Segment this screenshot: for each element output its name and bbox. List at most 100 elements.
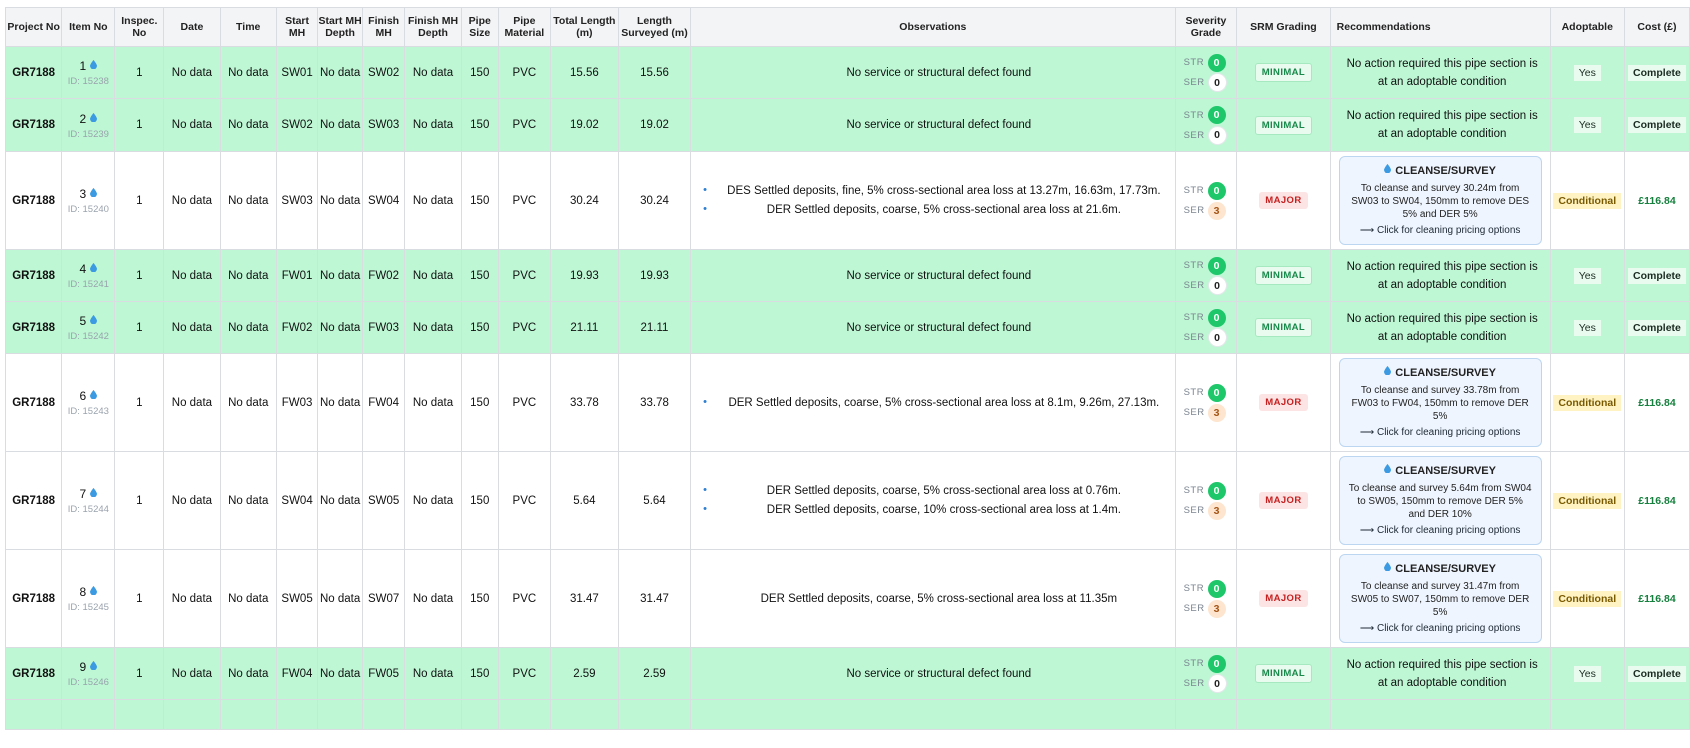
header-observations[interactable]: Observations bbox=[690, 7, 1176, 47]
cleaning-pricing-link[interactable]: ⟶ Click for cleaning pricing options bbox=[1359, 525, 1521, 536]
cleanse-survey-card[interactable]: CLEANSE/SURVEY To cleanse and survey 30.2… bbox=[1338, 156, 1542, 245]
cleaning-pricing-link[interactable]: ⟶ Click for cleaning pricing options bbox=[1359, 623, 1521, 634]
project-no: GR7188 bbox=[12, 66, 56, 79]
partial-cell bbox=[275, 699, 319, 730]
item-no-cell[interactable]: 9 ID: 15246 bbox=[61, 647, 116, 700]
header-total-length[interactable]: Total Length (m) bbox=[549, 7, 619, 47]
header-finish-mh-depth[interactable]: Finish MH Depth bbox=[404, 7, 462, 47]
table-row[interactable]: GR7188 4 ID: 15241 1 No data No data FW01 No da… bbox=[4, 249, 1690, 302]
pipe-material: PVC bbox=[512, 269, 537, 282]
observation-text: No service or structural defect found bbox=[846, 667, 1032, 680]
srm-grading-badge: MAJOR bbox=[1259, 590, 1308, 607]
observation-item: DER Settled deposits, coarse, 10% cross-… bbox=[703, 503, 1174, 516]
ser-grade-badge: 0 bbox=[1207, 125, 1227, 145]
cost-value: £116.84 bbox=[1638, 194, 1676, 207]
table-row[interactable]: GR7188 6 ID: 15243 1 No data No data FW03 No da… bbox=[4, 353, 1690, 452]
water-drop-icon bbox=[1384, 562, 1392, 572]
item-no-cell[interactable]: 3 ID: 15240 bbox=[61, 151, 116, 250]
cleaning-pricing-link[interactable]: ⟶ Click for cleaning pricing options bbox=[1359, 427, 1521, 438]
length-surveyed: 15.56 bbox=[640, 66, 669, 79]
project-no: GR7188 bbox=[12, 321, 56, 334]
header-adoptable[interactable]: Adoptable bbox=[1549, 7, 1625, 47]
finish-mh-cell: SW07 bbox=[361, 549, 406, 648]
table-row[interactable]: GR7188 7 ID: 15244 1 No data No data SW04 No da… bbox=[4, 451, 1690, 550]
table-row[interactable]: GR7188 3 ID: 15240 1 No data No data SW03 No da… bbox=[4, 151, 1690, 250]
total-length: 21.11 bbox=[570, 321, 599, 334]
header-date[interactable]: Date bbox=[163, 7, 221, 47]
header-pipe-material[interactable]: Pipe Material bbox=[497, 7, 551, 47]
project-no: GR7188 bbox=[12, 194, 56, 207]
cleaning-pricing-link[interactable]: ⟶ Click for cleaning pricing options bbox=[1359, 225, 1521, 236]
item-no-cell[interactable]: 2 ID: 15239 bbox=[61, 98, 116, 152]
total-length: 33.78 bbox=[569, 396, 599, 409]
cleanse-survey-card[interactable]: CLEANSE/SURVEY To cleanse and survey 5.64… bbox=[1338, 456, 1542, 545]
ser-grade-badge: 0 bbox=[1207, 276, 1227, 295]
start-mh-cell: SW02 bbox=[275, 98, 319, 152]
observation-text: No service or structural defect found bbox=[846, 321, 1032, 334]
item-id: ID: 15243 bbox=[67, 406, 109, 417]
inspec-no: 1 bbox=[136, 321, 143, 334]
srm-grading-badge: MINIMAL bbox=[1254, 63, 1313, 82]
inspec-no: 1 bbox=[136, 66, 143, 79]
finish-mh-cell: FW02 bbox=[361, 249, 406, 302]
cleanse-survey-card[interactable]: CLEANSE/SURVEY To cleanse and survey 33.7… bbox=[1338, 358, 1542, 447]
header-start-mh[interactable]: Start MH bbox=[275, 7, 319, 47]
ser-label: SER bbox=[1183, 205, 1205, 216]
finish-mh: SW02 bbox=[367, 66, 400, 79]
ser-grade-badge: 0 bbox=[1207, 674, 1227, 693]
start-mh-depth-cell: No data bbox=[317, 301, 363, 354]
header-start-mh-depth[interactable]: Start MH Depth bbox=[317, 7, 363, 47]
srm-cell: MAJOR bbox=[1236, 451, 1331, 550]
srm-cell: MINIMAL bbox=[1236, 249, 1331, 302]
cost-value: £116.84 bbox=[1638, 592, 1676, 605]
item-no-cell[interactable]: 1 ID: 15238 bbox=[61, 46, 116, 99]
header-time[interactable]: Time bbox=[219, 7, 277, 47]
severity-cell: STR 0 SER 0 bbox=[1174, 98, 1238, 152]
item-no-cell[interactable]: 4 ID: 15241 bbox=[61, 249, 116, 302]
item-no-cell[interactable]: 7 ID: 15244 bbox=[61, 451, 116, 550]
table-row[interactable]: GR7188 9 ID: 15246 1 No data No data FW04 No da… bbox=[4, 647, 1690, 700]
observations-cell: No service or structural defect found bbox=[690, 647, 1176, 700]
pipe-size-cell: 150 bbox=[460, 98, 499, 152]
project-no-cell: GR7188 bbox=[4, 451, 63, 550]
pipe-material-cell: PVC bbox=[497, 98, 551, 152]
pipe-material: PVC bbox=[512, 396, 537, 409]
table-row[interactable]: GR7188 2 ID: 15239 1 No data No data SW02 No da… bbox=[4, 98, 1690, 152]
ser-grade-badge: 3 bbox=[1207, 403, 1226, 422]
header-srm-grading[interactable]: SRM Grading bbox=[1236, 7, 1331, 47]
pipe-material: PVC bbox=[512, 321, 537, 334]
table-row[interactable]: GR7188 8 ID: 15245 1 No data No data SW05 No da… bbox=[4, 549, 1690, 648]
time: No data bbox=[228, 592, 269, 605]
finish-mh-cell: FW04 bbox=[361, 353, 406, 452]
cleanse-survey-card[interactable]: CLEANSE/SURVEY To cleanse and survey 31.4… bbox=[1338, 554, 1542, 643]
water-drop-icon bbox=[1384, 464, 1392, 474]
inspec-no-cell: 1 bbox=[114, 647, 165, 700]
item-no-cell[interactable]: 8 ID: 15245 bbox=[61, 549, 116, 648]
item-no-cell[interactable]: 6 ID: 15243 bbox=[61, 353, 116, 452]
recommendations-cell: No action required this pipe section is … bbox=[1329, 249, 1551, 302]
header-finish-mh[interactable]: Finish MH bbox=[361, 7, 406, 47]
header-severity-grade[interactable]: Severity Grade bbox=[1174, 7, 1238, 47]
rec-text: To cleanse and survey 33.78m from FW03 t… bbox=[1351, 385, 1529, 422]
table-row-partial[interactable] bbox=[4, 699, 1690, 730]
header-cost[interactable]: Cost (£) bbox=[1623, 7, 1690, 47]
length-surveyed: 2.59 bbox=[643, 667, 666, 680]
header-project-no[interactable]: Project No bbox=[4, 7, 63, 47]
item-no-cell[interactable]: 5 ID: 15242 bbox=[61, 301, 116, 354]
header-length-surveyed[interactable]: Length Surveyed (m) bbox=[617, 7, 692, 47]
finish-mh-depth-cell: No data bbox=[404, 301, 462, 354]
start-mh: SW04 bbox=[281, 494, 313, 507]
partial-cell bbox=[163, 699, 221, 730]
partial-cell bbox=[1174, 699, 1238, 730]
header-inspec-no[interactable]: Inspec. No bbox=[114, 7, 165, 47]
header-pipe-size[interactable]: Pipe Size bbox=[460, 7, 499, 47]
project-no-cell: GR7188 bbox=[4, 549, 63, 648]
table-row[interactable]: GR7188 1 ID: 15238 1 No data No data SW01 No da… bbox=[4, 46, 1690, 99]
srm-grading-badge: MINIMAL bbox=[1254, 664, 1313, 683]
inspec-no: 1 bbox=[136, 396, 143, 409]
start-mh-cell: SW01 bbox=[275, 46, 319, 99]
pipe-material: PVC bbox=[512, 667, 537, 680]
header-item-no[interactable]: Item No bbox=[61, 7, 116, 47]
table-row[interactable]: GR7188 5 ID: 15242 1 No data No data FW02 No da… bbox=[4, 301, 1690, 354]
header-recommendations[interactable]: Recommendations bbox=[1329, 7, 1551, 47]
